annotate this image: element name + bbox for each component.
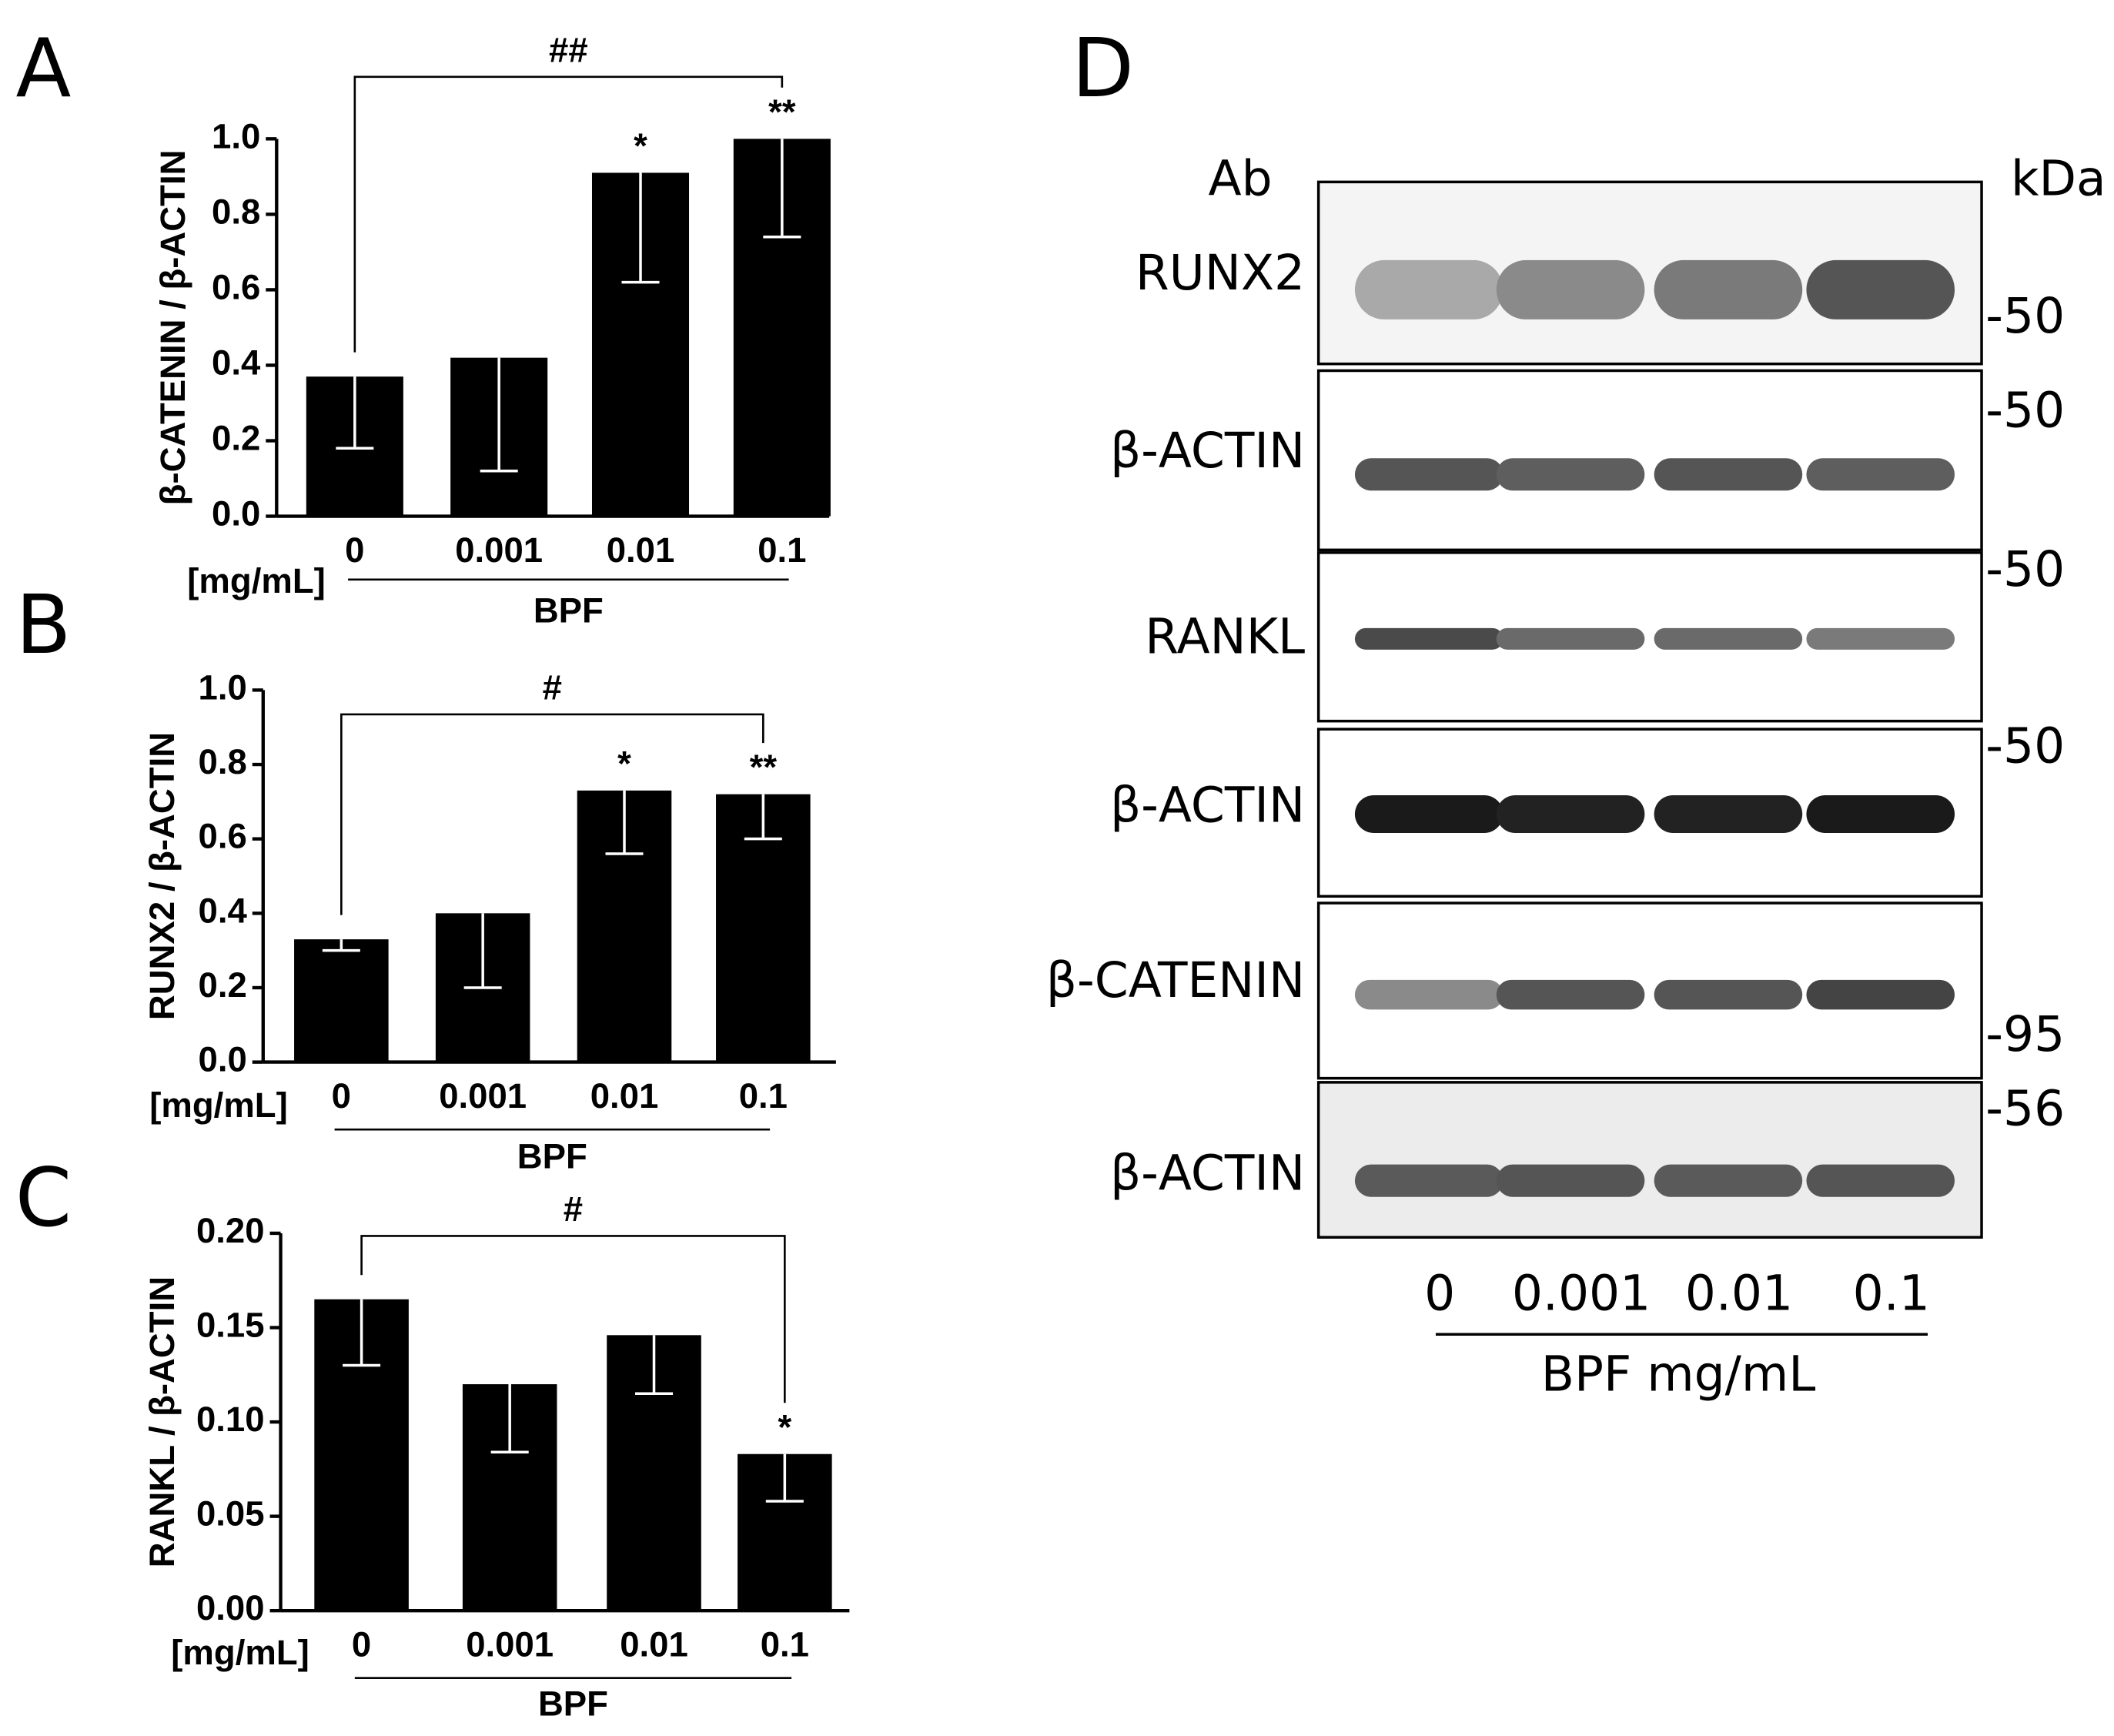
x-tick-label: 0.1: [761, 1624, 809, 1664]
y-tick-label: 0.4: [212, 343, 261, 382]
y-tick-label: 0.6: [212, 267, 260, 306]
x-tick-label: 0: [345, 530, 364, 570]
y-tick-label: 0.20: [196, 1211, 265, 1250]
x-label: BPF: [517, 1137, 587, 1176]
x-tick-label: 0.01: [607, 530, 675, 570]
unit-label: [mg/mL]: [187, 561, 326, 600]
y-tick-label: 0.4: [199, 891, 248, 930]
blot-band: [1654, 794, 1803, 833]
kda-marker: -50: [1985, 718, 2065, 774]
y-tick-label: 0.00: [196, 1588, 265, 1627]
antibody-label: RUNX2: [1136, 245, 1305, 301]
y-label: β-CATENIN / β-ACTIN: [153, 150, 192, 506]
blot-band: [1806, 458, 1955, 491]
bar: [294, 939, 389, 1062]
x-tick-label: 0.1: [758, 530, 806, 570]
blot-band: [1806, 979, 1955, 1010]
x-tick-label: 0.1: [739, 1076, 788, 1116]
antibody-label: β-ACTIN: [1110, 423, 1305, 479]
blot-band: [1806, 259, 1955, 319]
x-tick-label: 0.01: [620, 1624, 688, 1664]
x-tick-label: 0.001: [439, 1076, 527, 1116]
y-tick-label: 0.2: [199, 965, 247, 1005]
blot-band: [1354, 979, 1504, 1010]
y-tick-label: 1.0: [199, 667, 247, 707]
y-tick-label: 0.6: [199, 817, 247, 856]
antibody-header: Ab: [1209, 150, 1273, 206]
x-tick-label: 0: [352, 1624, 371, 1664]
blot-band: [1496, 979, 1645, 1010]
x-tick-label: 0: [332, 1076, 351, 1116]
blot-band: [1654, 1164, 1803, 1197]
significance: *: [634, 126, 647, 166]
y-label: RUNX2 / β-ACTIN: [142, 732, 182, 1020]
blot-band: [1654, 627, 1803, 650]
x-tick-label: 0.01: [590, 1076, 659, 1116]
lane-label: 0: [1424, 1265, 1455, 1321]
significance: *: [617, 744, 631, 783]
y-tick-label: 0.8: [212, 192, 260, 231]
blot-band: [1496, 627, 1645, 650]
lane-label: 0.1: [1853, 1265, 1930, 1321]
antibody-label: β-CATENIN: [1046, 952, 1305, 1008]
lane-label: 0.001: [1512, 1265, 1651, 1321]
significance: **: [750, 748, 778, 787]
blot-band: [1496, 259, 1645, 319]
blot-band: [1354, 627, 1504, 650]
y-tick-label: 0.2: [212, 419, 260, 458]
significance: *: [778, 1407, 791, 1447]
blot-band: [1654, 979, 1803, 1010]
blot-xlabel: BPF mg/mL: [1541, 1346, 1816, 1402]
unit-label: [mg/mL]: [171, 1633, 309, 1672]
x-label: BPF: [534, 591, 604, 631]
blot-band: [1806, 794, 1955, 833]
blot-band: [1806, 1164, 1955, 1197]
panel-letter: A: [15, 21, 71, 115]
blot-band: [1354, 794, 1504, 833]
blot-band: [1654, 458, 1803, 491]
y-label: RANKL / β-ACTIN: [142, 1276, 182, 1567]
y-tick-label: 0.05: [196, 1494, 265, 1534]
unit-label: [mg/mL]: [149, 1085, 288, 1125]
blot-band: [1354, 1164, 1504, 1197]
blot-band: [1496, 458, 1645, 491]
x-tick-label: 0.001: [466, 1624, 554, 1664]
y-tick-label: 1.0: [212, 116, 260, 156]
y-tick-label: 0.0: [212, 494, 260, 534]
kda-marker: -95: [1985, 1006, 2065, 1062]
antibody-label: RANKL: [1145, 609, 1305, 665]
kda-marker: -50: [1985, 288, 2065, 344]
panel-letter: C: [15, 1150, 72, 1245]
kda-marker: -56: [1985, 1080, 2065, 1136]
bracket: [340, 713, 764, 915]
bracket: [353, 75, 784, 353]
y-tick-label: 0.8: [199, 742, 247, 781]
blot-band: [1354, 259, 1504, 319]
antibody-label: β-ACTIN: [1110, 778, 1305, 834]
blot-band: [1496, 794, 1645, 833]
bracket-label: #: [543, 667, 562, 707]
blot-band: [1806, 627, 1955, 650]
y-tick-label: 0.0: [199, 1040, 247, 1079]
y-tick-label: 0.10: [196, 1400, 265, 1439]
x-tick-label: 0.001: [455, 530, 543, 570]
bracket-label: #: [564, 1189, 583, 1229]
significance: **: [768, 92, 796, 132]
panel-letter: D: [1072, 21, 1134, 115]
kda-header: kDa: [2011, 150, 2106, 206]
panel-letter: B: [15, 577, 71, 672]
blot-strip: [1316, 1081, 1983, 1239]
kda-marker: -50: [1985, 383, 2065, 439]
lane-label: 0.01: [1685, 1265, 1793, 1321]
blot-band: [1354, 458, 1504, 491]
bracket: [360, 1235, 786, 1403]
x-label: BPF: [538, 1684, 608, 1724]
antibody-label: β-ACTIN: [1110, 1146, 1305, 1202]
y-tick-label: 0.15: [196, 1306, 265, 1345]
kda-marker: -50: [1985, 541, 2065, 597]
blot-band: [1496, 1164, 1645, 1197]
bracket-label: ##: [549, 30, 588, 69]
blot-band: [1654, 259, 1803, 319]
